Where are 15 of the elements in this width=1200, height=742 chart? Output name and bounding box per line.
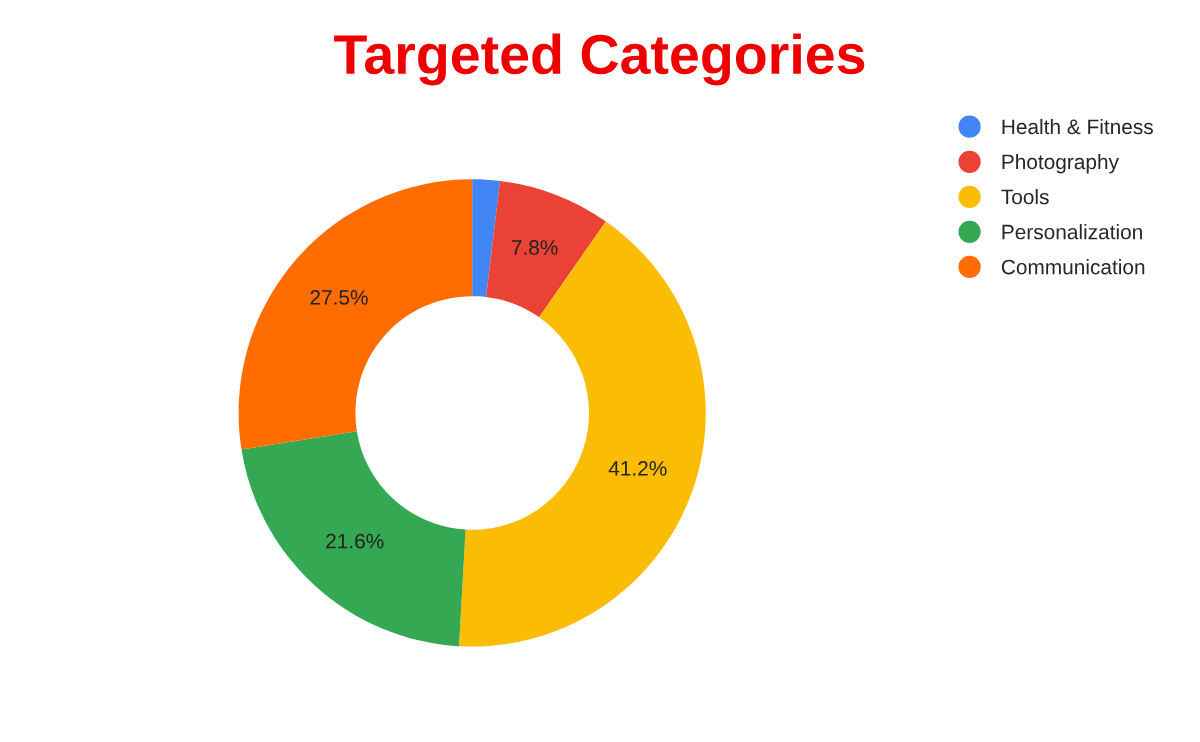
data-label: 21.6% bbox=[326, 533, 384, 549]
legend-label: Communication bbox=[1001, 259, 1145, 275]
chart-title: Targeted Categories bbox=[334, 33, 865, 86]
donut-slice bbox=[486, 181, 606, 318]
donut-slice bbox=[459, 221, 706, 647]
legend-label: Personalization bbox=[1002, 224, 1142, 240]
donut-slice bbox=[238, 179, 473, 450]
data-label: 7.8% bbox=[511, 240, 558, 255]
donut-slice bbox=[472, 179, 501, 297]
legend-label: Tools bbox=[1001, 189, 1049, 205]
legend-label: Photography bbox=[1002, 153, 1119, 174]
legend-label: Health & Fitness bbox=[1002, 118, 1153, 135]
donut-slice bbox=[241, 431, 466, 647]
data-label: 41.2% bbox=[608, 461, 667, 476]
data-label: 27.5% bbox=[310, 289, 368, 305]
